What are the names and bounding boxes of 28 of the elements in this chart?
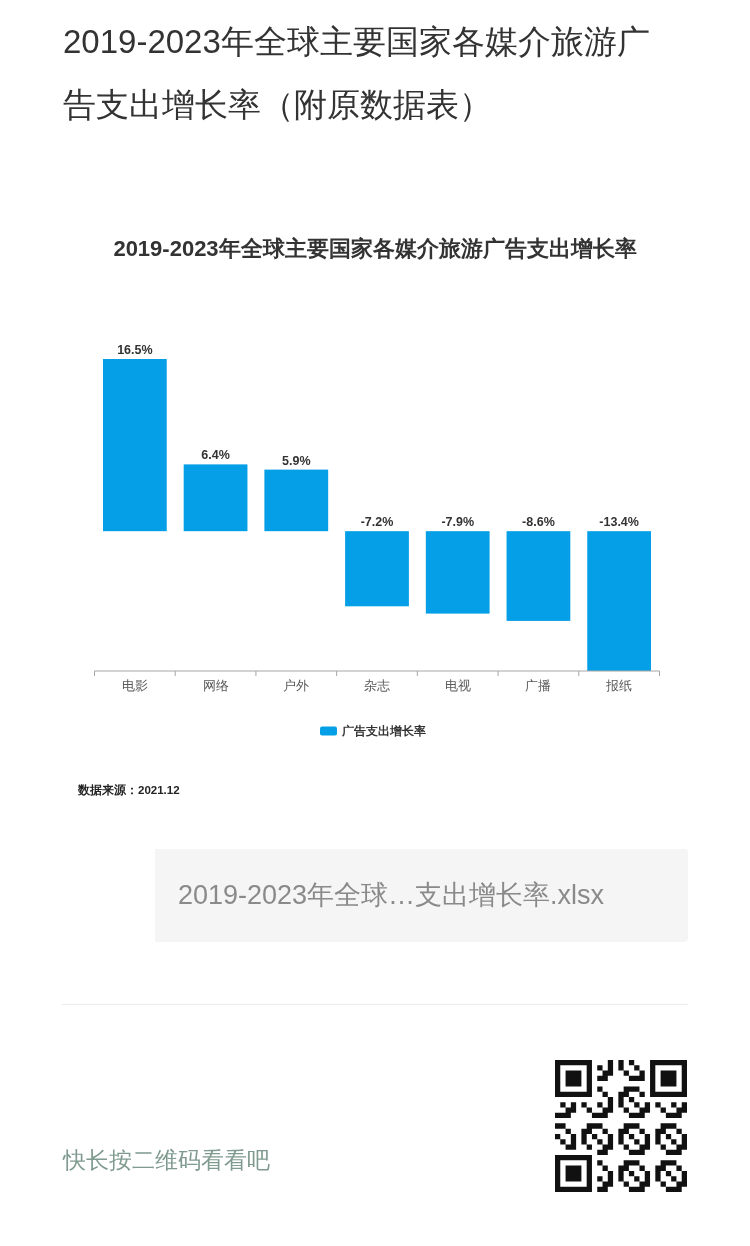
data-label: -8.6% xyxy=(522,515,555,530)
bar xyxy=(183,464,248,532)
legend-label: 广告支出增长率 xyxy=(341,724,426,737)
x-tick-label: 杂志 xyxy=(364,677,390,693)
data-label: 16.5% xyxy=(117,343,153,357)
data-label: -13.4% xyxy=(599,515,639,530)
data-label: -7.9% xyxy=(441,515,475,530)
x-tick-label: 广播 xyxy=(525,677,552,693)
text: 2019-2023年全球…支出增长率.xlsx xyxy=(178,879,605,912)
bar xyxy=(102,359,167,532)
bar xyxy=(264,469,329,532)
bar xyxy=(587,531,652,671)
x-tick-label: 网络 xyxy=(202,677,229,693)
chart-title: 2019-2023年全球主要国家各媒介旅游广告支出增长率（附原数据表） xyxy=(63,22,651,125)
source-note: 数据来源：2021.12 xyxy=(77,783,180,797)
bar xyxy=(345,531,409,607)
text: 快长按二维码看看吧 xyxy=(63,1146,270,1175)
x-tick-label: 户外 xyxy=(283,677,310,693)
x-tick-label: 电视 xyxy=(444,677,471,693)
x-tick-label: 报纸 xyxy=(605,677,633,693)
data-label: 5.9% xyxy=(282,453,311,468)
chart-subtitle: 2019-2023年全球主要国家各媒介旅游广告支出增长率 xyxy=(113,235,637,261)
x-tick-label: 电影 xyxy=(121,677,148,693)
bar xyxy=(425,531,490,614)
legend: 广告支出增长率 xyxy=(320,725,426,737)
data-label: 6.4% xyxy=(201,448,230,463)
bar xyxy=(506,531,571,621)
data-label: -7.2% xyxy=(360,515,394,530)
